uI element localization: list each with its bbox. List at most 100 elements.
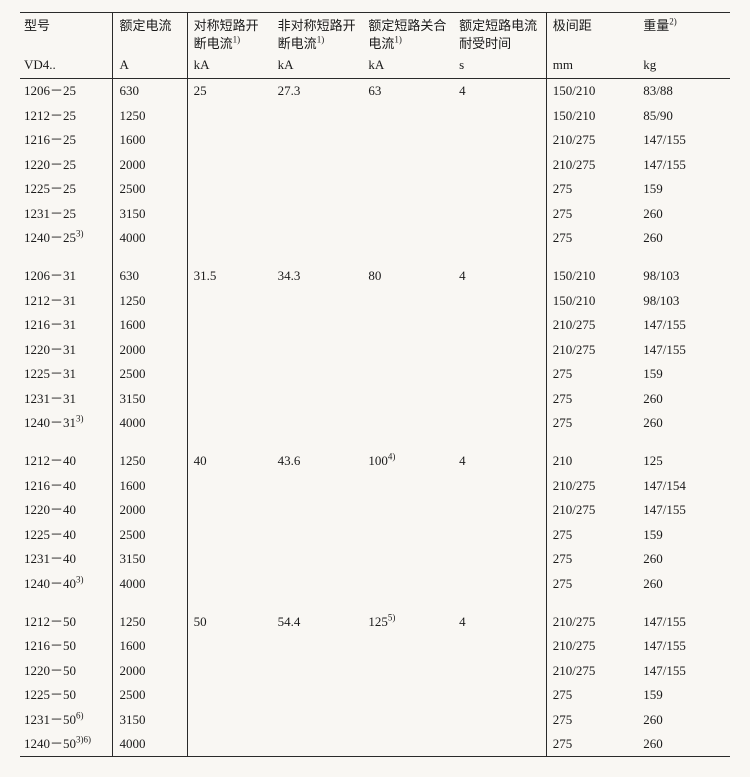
cell-dur bbox=[455, 498, 546, 523]
cell-dur: 4 bbox=[455, 264, 546, 289]
cell-weight: 260 bbox=[639, 547, 730, 572]
cell-model: 1225－31 bbox=[20, 362, 113, 387]
cell-pole: 210/275 bbox=[546, 609, 639, 634]
cell-make: 1255) bbox=[364, 609, 455, 634]
col-header-label: 额定短路关合电流 bbox=[368, 18, 446, 51]
cell-sym bbox=[187, 313, 274, 338]
cell-weight: 147/155 bbox=[639, 658, 730, 683]
cell-weight: 147/155 bbox=[639, 152, 730, 177]
cell-model: 1220－31 bbox=[20, 337, 113, 362]
cell-current: 1250 bbox=[113, 288, 187, 313]
cell-current: 1250 bbox=[113, 609, 187, 634]
cell-pole: 275 bbox=[546, 201, 639, 226]
cell-make bbox=[364, 658, 455, 683]
cell-asym bbox=[274, 498, 365, 523]
cell-model: 1220－40 bbox=[20, 498, 113, 523]
cell-dur bbox=[455, 411, 546, 449]
cell-current: 1250 bbox=[113, 449, 187, 474]
cell-make: 80 bbox=[364, 264, 455, 289]
cell-model: 1212－31 bbox=[20, 288, 113, 313]
cell-asym bbox=[274, 128, 365, 153]
cell-dur bbox=[455, 522, 546, 547]
cell-model: 1206－31 bbox=[20, 264, 113, 289]
cell-weight: 125 bbox=[639, 449, 730, 474]
col-unit-pole: mm bbox=[546, 54, 639, 78]
col-unit-asym: kA bbox=[274, 54, 365, 78]
cell-sym bbox=[187, 201, 274, 226]
cell-weight: 159 bbox=[639, 177, 730, 202]
table-row: 1225－502500275159 bbox=[20, 683, 730, 708]
cell-weight: 260 bbox=[639, 226, 730, 264]
cell-weight: 159 bbox=[639, 683, 730, 708]
table-row: 1240－403)4000275260 bbox=[20, 571, 730, 609]
table-row: 1225－402500275159 bbox=[20, 522, 730, 547]
cell-make bbox=[364, 288, 455, 313]
cell-weight: 147/155 bbox=[639, 337, 730, 362]
cell-current: 1600 bbox=[113, 128, 187, 153]
cell-current: 4000 bbox=[113, 732, 187, 757]
cell-asym bbox=[274, 152, 365, 177]
cell-weight: 85/90 bbox=[639, 103, 730, 128]
cell-model: 1212－40 bbox=[20, 449, 113, 474]
col-header-label: 对称短路开断电流 bbox=[194, 18, 259, 51]
cell-asym bbox=[274, 362, 365, 387]
cell-sup: 5) bbox=[388, 612, 396, 622]
cell-pole: 275 bbox=[546, 362, 639, 387]
cell-sym bbox=[187, 498, 274, 523]
col-header-make: 额定短路关合电流1) bbox=[364, 13, 455, 55]
table-row: 1212－4012504043.61004)4210125 bbox=[20, 449, 730, 474]
table-row: 1216－401600210/275147/154 bbox=[20, 473, 730, 498]
cell-weight: 260 bbox=[639, 386, 730, 411]
cell-pole: 275 bbox=[546, 547, 639, 572]
cell-model: 1216－50 bbox=[20, 634, 113, 659]
cell-current: 3150 bbox=[113, 201, 187, 226]
cell-sym: 40 bbox=[187, 449, 274, 474]
cell-asym bbox=[274, 226, 365, 264]
cell-sym: 25 bbox=[187, 78, 274, 103]
cell-asym: 54.4 bbox=[274, 609, 365, 634]
cell-weight: 147/155 bbox=[639, 609, 730, 634]
col-unit-model: VD4.. bbox=[20, 54, 113, 78]
cell-weight: 159 bbox=[639, 362, 730, 387]
cell-dur bbox=[455, 152, 546, 177]
cell-pole: 275 bbox=[546, 707, 639, 732]
cell-asym bbox=[274, 337, 365, 362]
cell-pole: 150/210 bbox=[546, 264, 639, 289]
cell-make bbox=[364, 547, 455, 572]
cell-dur bbox=[455, 226, 546, 264]
cell-current: 2000 bbox=[113, 152, 187, 177]
cell-model: 1220－50 bbox=[20, 658, 113, 683]
cell-weight: 260 bbox=[639, 707, 730, 732]
cell-current: 1250 bbox=[113, 103, 187, 128]
cell-sym bbox=[187, 103, 274, 128]
cell-make bbox=[364, 337, 455, 362]
cell-pole: 275 bbox=[546, 411, 639, 449]
cell-pole: 275 bbox=[546, 177, 639, 202]
cell-model: 1212－25 bbox=[20, 103, 113, 128]
cell-model: 1240－253) bbox=[20, 226, 113, 264]
cell-pole: 150/210 bbox=[546, 103, 639, 128]
cell-sym bbox=[187, 362, 274, 387]
cell-current: 4000 bbox=[113, 411, 187, 449]
cell-asym bbox=[274, 288, 365, 313]
cell-pole: 210/275 bbox=[546, 152, 639, 177]
col-header-label: 重量 bbox=[643, 18, 669, 33]
cell-make: 1004) bbox=[364, 449, 455, 474]
cell-sym bbox=[187, 683, 274, 708]
cell-make bbox=[364, 473, 455, 498]
cell-pole: 275 bbox=[546, 226, 639, 264]
col-unit-sym: kA bbox=[187, 54, 274, 78]
cell-sym bbox=[187, 152, 274, 177]
cell-dur bbox=[455, 732, 546, 757]
cell-dur bbox=[455, 177, 546, 202]
table-header: 型号额定电流对称短路开断电流1)非对称短路开断电流1)额定短路关合电流1)额定短… bbox=[20, 13, 730, 79]
table-row: 1240－503)6)4000275260 bbox=[20, 732, 730, 757]
cell-sym bbox=[187, 128, 274, 153]
table-row: 1220－502000210/275147/155 bbox=[20, 658, 730, 683]
cell-make bbox=[364, 313, 455, 338]
cell-sym bbox=[187, 473, 274, 498]
cell-sym bbox=[187, 337, 274, 362]
table-row: 1212－311250150/21098/103 bbox=[20, 288, 730, 313]
cell-dur: 4 bbox=[455, 609, 546, 634]
cell-model: 1240－403) bbox=[20, 571, 113, 609]
